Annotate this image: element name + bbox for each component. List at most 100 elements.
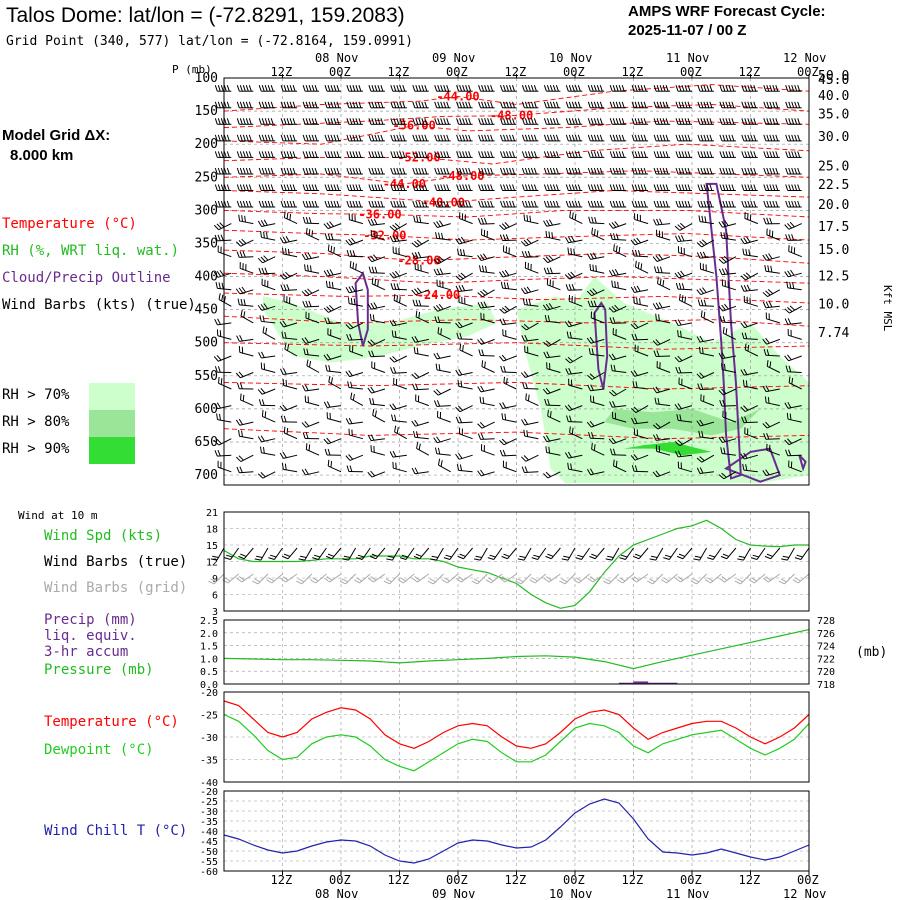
wind-barb-4-12: [478, 151, 495, 158]
wind-barb-15-26: [787, 328, 802, 340]
wind-barb-18-12: [477, 385, 495, 393]
wind-barb-23-11: [456, 464, 473, 473]
pressure-tick-5: 350: [195, 236, 218, 251]
wind-barb-10-25: [762, 253, 780, 261]
grid-point-subtitle: Grid Point (340, 577) lat/lon = (-72.816…: [6, 34, 413, 49]
wind-barb-3-16: [565, 134, 583, 142]
wind-barb-3-20: [653, 134, 671, 142]
wind-barb-13-10: [433, 303, 451, 312]
sfc-wind-barb-true-21: [517, 547, 532, 561]
sfc-wind-barb-true-14: [413, 547, 430, 560]
wind-barb-3-10: [434, 134, 451, 142]
wind-barb-8-8: [389, 223, 408, 232]
wind-barb-17-2: [260, 362, 276, 373]
panel-temp-ytick-0: -40: [200, 778, 218, 789]
wind-barb-16-6: [349, 344, 364, 357]
wind-barb-6-4: [302, 184, 320, 191]
wind-barb-6-25: [763, 184, 780, 191]
pressure-tick-right-4: 726: [817, 629, 835, 640]
wind-barb-17-15: [546, 362, 561, 373]
wind-barb-21-11: [458, 427, 473, 440]
wind-barb-23-23: [718, 471, 737, 480]
wind-barb-8-24: [744, 212, 758, 225]
wind-barb-13-18: [608, 304, 627, 313]
sfc-wind-barb-grid-13: [397, 573, 415, 584]
wind-barb-21-21: [674, 438, 693, 447]
wind-barb-20-20: [652, 421, 671, 430]
sfc-wind-barb-true-35: [720, 547, 737, 560]
wind-barb-13-8: [393, 294, 408, 307]
legend-pressure: Pressure (mb): [44, 662, 154, 678]
wind-barb-11-6: [349, 260, 364, 274]
wind-barb-13-19: [633, 297, 649, 307]
wind-barb-22-5: [324, 448, 342, 456]
wind-barb-13-24: [743, 295, 758, 307]
temperature-contour-14: [223, 428, 810, 440]
cloud-outline-1: [593, 301, 609, 390]
wind-barb-19-8: [389, 403, 407, 411]
bottom-time-tick-4: 12Z: [505, 873, 527, 887]
wind-barb-2-19: [631, 118, 649, 125]
wind-barb-14-1: [240, 309, 254, 324]
legend-temperature: Temperature (°C): [2, 216, 137, 232]
wind-barb-0-11: [456, 85, 473, 92]
wind-barb-4-19: [631, 151, 649, 158]
wind-barb-2-18: [609, 118, 627, 125]
wind-barb-10-10: [433, 256, 451, 265]
wind-barb-1-23: [719, 101, 736, 109]
wind-barb-19-1: [240, 393, 254, 407]
wind-barb-8-6: [348, 213, 364, 225]
wind-barb-2-15: [543, 118, 561, 125]
wind-barb-20-3: [280, 415, 298, 423]
wind-barb-3-18: [609, 134, 627, 142]
wind-barb-6-10: [434, 184, 451, 191]
wind-barb-1-10: [434, 101, 451, 109]
wind-barb-14-18: [609, 317, 627, 324]
wind-barb-12-3: [280, 284, 298, 292]
wind-barb-23-6: [346, 465, 363, 473]
wind-barb-22-20: [655, 445, 671, 456]
temperature-contour-label-9: -28.00: [397, 254, 440, 268]
wind-barb-9-5: [324, 233, 342, 241]
panel-chill-ytick-1: -55: [200, 857, 218, 868]
wind-barb-2-23: [719, 118, 736, 125]
wind-barb-21-9: [413, 430, 429, 440]
wind-barb-18-9: [412, 383, 429, 391]
wind-barb-5-8: [390, 167, 407, 175]
wind-barb-4-17: [587, 151, 605, 158]
height-tick-7: 20.0: [818, 198, 849, 213]
wind-barb-5-12: [478, 167, 495, 175]
wind-barb-18-24: [742, 379, 758, 390]
pressure-tick-right-0: 718: [817, 680, 835, 691]
wind-barb-18-22: [697, 383, 714, 390]
wind-barb-6-16: [565, 184, 583, 191]
wind-barb-6-13: [500, 184, 517, 191]
wind-barb-19-26: [784, 401, 802, 409]
wind-barb-17-12: [481, 360, 495, 373]
height-tick-11: 10.0: [818, 297, 849, 312]
bottom-time-tick-6: 12Z: [622, 873, 644, 887]
wind-barb-10-24: [742, 248, 758, 258]
wind-barb-7-23: [719, 200, 736, 208]
wind-barb-15-23: [722, 326, 737, 340]
sfc-wind-barb-true-4: [268, 547, 283, 560]
wind-barb-2-8: [390, 118, 407, 125]
wind-barb-15-11: [456, 332, 473, 340]
wind-barb-2-16: [565, 118, 583, 125]
wind-barb-5-1: [236, 167, 254, 175]
wind-barb-10-6: [346, 250, 363, 258]
wind-barb-2-6: [346, 118, 363, 125]
wind-barb-21-22: [698, 430, 714, 440]
station-title: Talos Dome: lat/lon = (-72.8291, 159.208…: [6, 4, 405, 27]
sfc-wind-barb-grid-7: [310, 573, 327, 584]
wind-barb-2-10: [434, 118, 451, 125]
wind-barb-3-1: [236, 134, 254, 142]
wind-barb-19-12: [479, 396, 495, 407]
wind-barb-5-15: [543, 167, 561, 175]
wind-barb-2-24: [741, 118, 758, 125]
wind-barb-4-13: [500, 151, 517, 158]
wind-barb-18-6: [347, 381, 363, 390]
wind-barb-8-3: [283, 211, 298, 225]
wind-barb-6-6: [346, 184, 363, 191]
